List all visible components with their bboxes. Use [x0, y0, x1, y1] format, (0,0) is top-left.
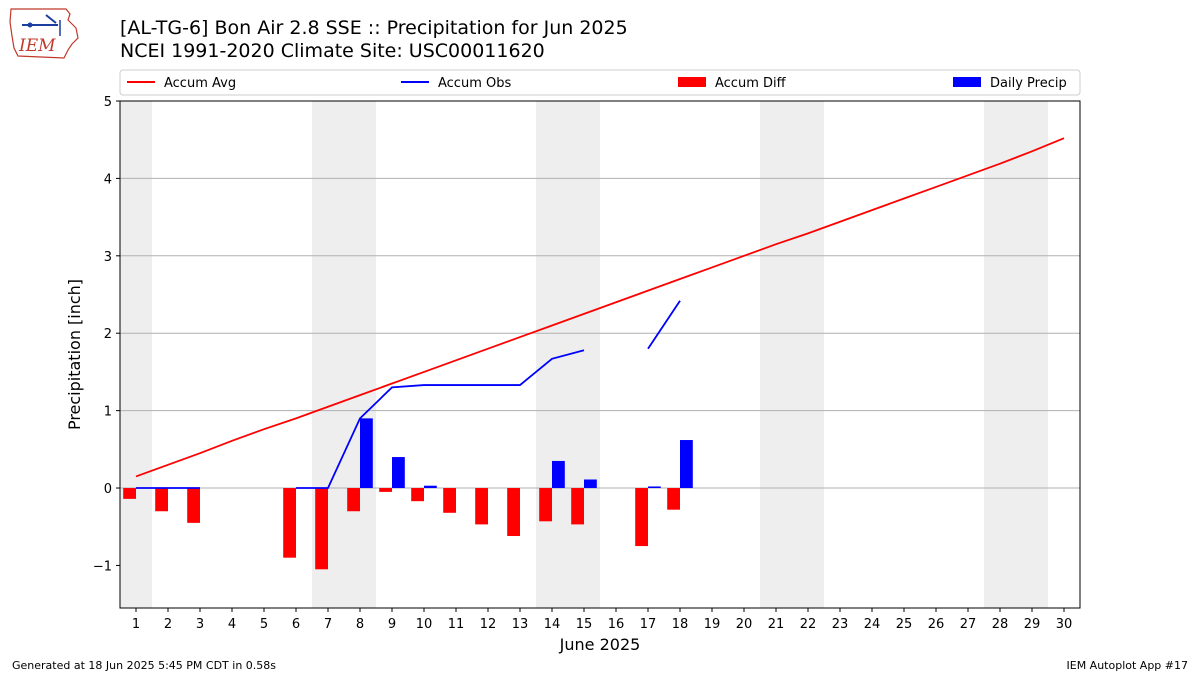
- accum-diff-bar: [379, 488, 392, 492]
- logo-text: IEM: [18, 36, 56, 56]
- y-tick-label: 4: [104, 172, 112, 187]
- y-tick-label: 5: [104, 95, 112, 110]
- x-tick-label: 25: [896, 617, 913, 632]
- generated-timestamp: Generated at 18 Jun 2025 5:45 PM CDT in …: [12, 659, 277, 672]
- legend: Accum Avg Accum Obs Accum Diff Daily Precip: [119, 69, 1081, 96]
- x-tick-label: 28: [992, 617, 1009, 632]
- legend-label: Accum Diff: [715, 76, 787, 91]
- weekend-band: [120, 101, 152, 608]
- accum-diff-bar: [571, 488, 584, 525]
- legend-label: Accum Obs: [438, 76, 511, 91]
- app-label: IEM Autoplot App #17: [1066, 659, 1189, 672]
- accum-diff-bar: [635, 488, 648, 547]
- x-tick-label: 17: [640, 617, 657, 632]
- iem-logo: IEM: [9, 8, 79, 59]
- chart-subtitle: NCEI 1991-2020 Climate Site: USC00011620: [120, 40, 545, 62]
- accum-diff-bar: [443, 488, 456, 513]
- x-tick-label: 29: [1024, 617, 1041, 632]
- x-tick-label: 11: [448, 617, 465, 632]
- x-tick-label: 13: [512, 617, 529, 632]
- accum-obs-line: [647, 300, 681, 350]
- x-tick-label: 14: [544, 617, 561, 632]
- x-tick-label: 12: [480, 617, 497, 632]
- accum-diff-bar: [187, 488, 200, 523]
- accum-diff-bar: [667, 488, 680, 510]
- y-axis-label: Precipitation [inch]: [65, 279, 84, 430]
- y-axis: −1 0 1 2 3 4 5: [93, 95, 120, 574]
- y-tick-label: −1: [93, 559, 112, 574]
- plot-frame: [119, 100, 1081, 609]
- x-tick-label: 20: [736, 617, 753, 632]
- legend-label: Daily Precip: [990, 76, 1067, 91]
- weekend-band: [984, 101, 1048, 608]
- accum-diff-bar: [507, 488, 520, 537]
- grid-lines: [120, 177, 1080, 489]
- daily-precip-bar: [680, 440, 693, 489]
- x-tick-label: 22: [800, 617, 817, 632]
- weekend-shading: [120, 101, 1048, 608]
- legend-label: Accum Avg: [164, 76, 236, 91]
- daily-precip-bar: [584, 479, 597, 489]
- accum-diff-bar: [155, 488, 168, 512]
- lines: [135, 137, 1065, 489]
- weekend-band: [760, 101, 824, 608]
- x-tick-label: 6: [292, 617, 300, 632]
- daily-precip-bar: [392, 457, 405, 489]
- x-tick-label: 4: [228, 617, 236, 632]
- y-tick-label: 1: [104, 405, 112, 420]
- x-tick-label: 30: [1056, 617, 1073, 632]
- x-tick-label: 3: [196, 617, 204, 632]
- x-tick-label: 7: [324, 617, 332, 632]
- x-tick-label: 19: [704, 617, 721, 632]
- daily-precip-bar: [360, 418, 373, 489]
- x-tick-label: 24: [864, 617, 881, 632]
- accum-diff-bar: [315, 488, 328, 570]
- y-tick-label: 3: [104, 250, 112, 265]
- accum-diff-bar: [411, 488, 424, 502]
- x-axis-label: June 2025: [559, 635, 641, 654]
- daily-precip-bar: [648, 486, 661, 489]
- legend-box: [119, 69, 1081, 96]
- x-tick-label: 16: [608, 617, 625, 632]
- x-tick-label: 21: [768, 617, 785, 632]
- daily-precip-bar: [552, 460, 565, 489]
- x-tick-label: 27: [960, 617, 977, 632]
- bars: [123, 418, 693, 570]
- x-tick-label: 23: [832, 617, 849, 632]
- accum-diff-bar: [283, 488, 296, 558]
- accum-avg-line: [135, 137, 1065, 478]
- x-tick-label: 9: [388, 617, 396, 632]
- x-tick-label: 18: [672, 617, 689, 632]
- accum-diff-bar: [475, 488, 488, 525]
- x-tick-label: 15: [576, 617, 593, 632]
- chart-title: [AL-TG-6] Bon Air 2.8 SSE :: Precipitati…: [120, 17, 628, 39]
- x-tick-label: 8: [356, 617, 364, 632]
- y-tick-label: 0: [104, 482, 112, 497]
- daily-precip-bar: [424, 485, 437, 489]
- x-tick-label: 10: [416, 617, 433, 632]
- legend-swatch-bar: [953, 77, 981, 87]
- y-tick-label: 2: [104, 327, 112, 342]
- x-tick-label: 26: [928, 617, 945, 632]
- accum-obs-line: [296, 349, 585, 489]
- accum-diff-bar: [539, 488, 552, 522]
- x-tick-label: 5: [260, 617, 268, 632]
- x-tick-label: 1: [132, 617, 140, 632]
- accum-diff-bar: [347, 488, 360, 512]
- legend-swatch-bar: [678, 77, 706, 87]
- x-tick-label: 2: [164, 617, 172, 632]
- x-axis: 1 2 3 4 5 6 7 8 9 10 11 12 13 14 15 16 17 18 19 20 21 22 23 24 2…: [132, 608, 1072, 632]
- accum-diff-bar: [123, 488, 136, 499]
